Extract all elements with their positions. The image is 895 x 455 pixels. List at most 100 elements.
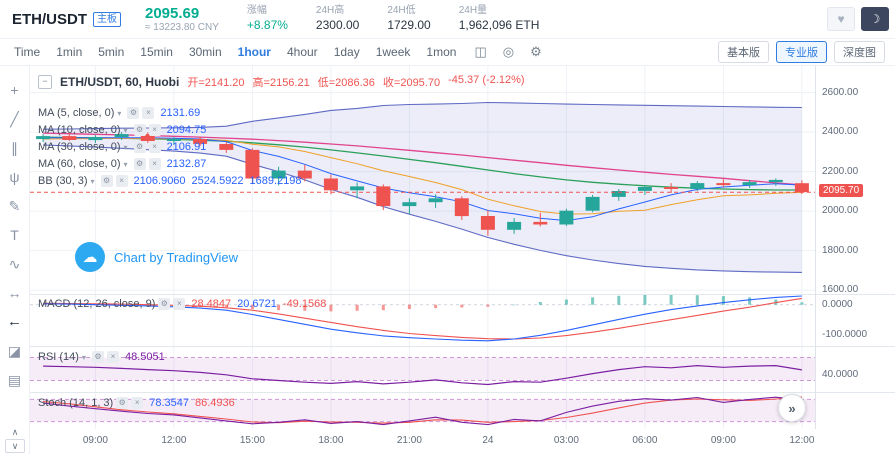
symbol-title: ETH/USDT: [12, 10, 87, 28]
crosshair-tool-icon[interactable]: +: [10, 82, 19, 98]
indicator-label[interactable]: MA (60, close, 0): [38, 158, 121, 170]
indicator-value: 78.3547: [149, 397, 189, 409]
indicator-close-icon[interactable]: ×: [142, 107, 155, 119]
stoch-legend: Stoch (14, 1, 3) ⚙ × 78.3547 86.4936: [38, 396, 235, 413]
indicator-row: MACD (12, 26, close, 9) ⚙ × 28.4847 20.6721-…: [38, 297, 326, 311]
header-stat: 涨幅 +8.87%: [247, 5, 288, 33]
ohlc-value: 低=2086.36: [317, 77, 375, 89]
indicator-row: MA (30, close, 0) ▾ ⚙ × 2106.91: [38, 140, 302, 154]
indicator-close-icon[interactable]: ×: [148, 141, 161, 153]
mode-专业版[interactable]: 专业版: [776, 41, 827, 63]
chart-region: 2600.00 2400.00 2200.00 2000.00 1800.00 1600.…: [30, 66, 895, 455]
interval-time[interactable]: Time: [14, 45, 41, 59]
indicator-value: 1689.2198: [249, 175, 302, 187]
pattern-tool-icon[interactable]: ∿: [8, 256, 21, 272]
favorite-button[interactable]: ♥: [827, 7, 855, 31]
text-tool-icon[interactable]: T: [10, 227, 19, 243]
screenshot-icon[interactable]: ◎: [502, 44, 515, 59]
indicator-settings-icon[interactable]: ⚙: [127, 107, 140, 119]
indicator-settings-icon[interactable]: ⚙: [100, 175, 113, 187]
back-tool-icon[interactable]: ←: [7, 313, 22, 330]
time-axis-label: 21:00: [396, 435, 422, 446]
indicator-settings-icon[interactable]: ⚙: [116, 397, 129, 409]
mode-基本版[interactable]: 基本版: [718, 41, 769, 63]
interval-tabs: Time 1min 5min 15min 30min 1hour 4hour 1day 1wee…: [6, 39, 464, 65]
indicator-settings-icon[interactable]: ⚙: [530, 44, 542, 59]
ohlc-value: 高=2156.21: [252, 77, 310, 89]
rsi-legend: RSI (14) ▾ ⚙ × 48.5051: [38, 350, 165, 367]
theme-toggle-button[interactable]: ☽: [861, 7, 889, 31]
indicator-value: 2094.75: [166, 124, 207, 136]
interval-1mon[interactable]: 1mon: [426, 45, 457, 59]
chart-style-icon[interactable]: ◫: [474, 44, 487, 59]
pane-separator: [30, 294, 895, 295]
pitchfork-tool-icon[interactable]: ψ: [9, 169, 20, 185]
price-block: 2095.69 ≈ 13223.80 CNY: [145, 5, 219, 34]
indicator-close-icon[interactable]: ×: [115, 175, 128, 187]
scroll-up-button[interactable]: ∧: [11, 427, 19, 437]
indicator-label[interactable]: MA (10, close, 0): [38, 124, 121, 136]
rsi-canvas[interactable]: [30, 346, 815, 392]
axis-tick-label: 40.0000: [822, 368, 859, 380]
stat-label: 24H低: [387, 5, 416, 17]
indicator-close-icon[interactable]: ×: [131, 397, 144, 409]
trendline-tool-icon[interactable]: ╱: [10, 111, 19, 127]
ohlc-value: 收=2095.70: [382, 77, 441, 89]
scroll-down-button[interactable]: ∨: [5, 439, 25, 453]
indicator-label[interactable]: MA (30, close, 0): [38, 141, 121, 153]
indicator-close-icon[interactable]: ×: [106, 351, 119, 363]
measure-tool-icon[interactable]: ↔: [7, 285, 22, 301]
indicator-settings-icon[interactable]: ⚙: [91, 351, 104, 363]
header-stat: 24H量 1,962,096 ETH: [459, 5, 540, 33]
interval-30min[interactable]: 30min: [188, 45, 222, 59]
stoch-canvas[interactable]: [30, 392, 815, 429]
indicator-close-icon[interactable]: ×: [148, 158, 161, 170]
indicator-close-icon[interactable]: ×: [173, 298, 186, 310]
rsi-axis: 40.0000: [816, 346, 895, 392]
indicator-settings-icon[interactable]: ⚙: [133, 158, 146, 170]
chevron-down-icon: ▾: [123, 125, 128, 135]
indicator-settings-icon[interactable]: ⚙: [133, 124, 146, 136]
indicator-label[interactable]: Stoch (14, 1, 3): [38, 397, 114, 409]
header-stat: 24H高 2300.00: [316, 5, 359, 33]
current-price-badge: 2095.70: [819, 184, 864, 198]
time-axis-label: 24: [482, 435, 494, 446]
interval-1min[interactable]: 1min: [56, 45, 83, 59]
mode-深度图[interactable]: 深度图: [834, 41, 885, 63]
interval-5min[interactable]: 5min: [98, 45, 125, 59]
indicator-label[interactable]: RSI (14): [38, 351, 79, 363]
channel-tool-icon[interactable]: ∥: [11, 140, 18, 156]
expand-panels-button[interactable]: »: [778, 394, 806, 422]
eraser-tool-icon[interactable]: ◪: [7, 343, 22, 359]
indicator-row: RSI (14) ▾ ⚙ × 48.5051: [38, 350, 165, 364]
stat-value: 1729.00: [387, 17, 431, 32]
interval-1hour[interactable]: 1hour: [237, 45, 271, 59]
time-axis-label: 18:00: [318, 435, 344, 446]
interval-15min[interactable]: 15min: [140, 45, 173, 59]
indicator-close-icon[interactable]: ×: [148, 124, 161, 136]
indicator-label[interactable]: MA (5, close, 0): [38, 107, 115, 119]
brush-tool-icon[interactable]: ✎: [8, 198, 21, 214]
indicator-settings-icon[interactable]: ⚙: [133, 141, 146, 153]
ma-bb-legend: MA (5, close, 0) ▾ ⚙ × 2131.69 MA (10, close,…: [38, 106, 302, 191]
indicator-label[interactable]: MACD (12, 26, close, 9): [38, 298, 156, 310]
price-chart-canvas[interactable]: [30, 66, 815, 294]
collapse-pane-icon[interactable]: −: [38, 75, 52, 89]
last-price: 2095.69: [145, 4, 200, 22]
axis-tick-label: 1800.00: [822, 244, 859, 256]
interval-4hour[interactable]: 4hour: [286, 45, 318, 59]
time-axis-label: 09:00: [82, 435, 108, 446]
tradingview-watermark: ☁ Chart by TradingView: [75, 242, 238, 272]
axis-tick-label: 1600.00: [822, 284, 859, 296]
tradingview-cloud-icon: ☁: [75, 242, 105, 272]
clear-tool-icon[interactable]: ▤: [7, 372, 22, 388]
chevron-down-icon: ▾: [123, 142, 128, 152]
indicator-settings-icon[interactable]: ⚙: [158, 298, 171, 310]
axis-tick-label: -100.0000: [822, 329, 868, 341]
interval-1day[interactable]: 1day: [333, 45, 360, 59]
interval-1week[interactable]: 1week: [375, 45, 411, 59]
ohlc-values: 开=2141.20 高=2156.21 低=2086.36 收=2095.70 -45.…: [187, 74, 524, 90]
indicator-label[interactable]: BB (30, 3): [38, 175, 88, 187]
header-buttons: ♥ ☽: [827, 7, 889, 31]
pane-scroll-buttons: ∧ ∨: [0, 427, 30, 453]
